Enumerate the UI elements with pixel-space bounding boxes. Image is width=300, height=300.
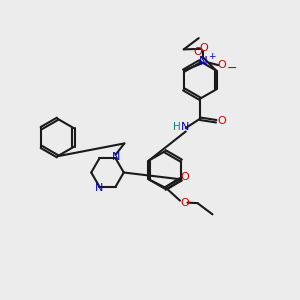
Text: O: O: [218, 60, 226, 70]
Text: N: N: [94, 183, 103, 193]
Text: O: O: [194, 47, 202, 57]
Text: N: N: [181, 122, 189, 132]
Text: O: O: [199, 43, 208, 52]
Text: −: −: [226, 61, 237, 75]
Text: N: N: [112, 152, 121, 162]
Text: O: O: [181, 172, 189, 182]
Text: H: H: [173, 122, 181, 132]
Text: O: O: [181, 198, 189, 208]
Text: N: N: [199, 56, 208, 68]
Text: +: +: [208, 52, 216, 61]
Text: O: O: [218, 116, 226, 126]
